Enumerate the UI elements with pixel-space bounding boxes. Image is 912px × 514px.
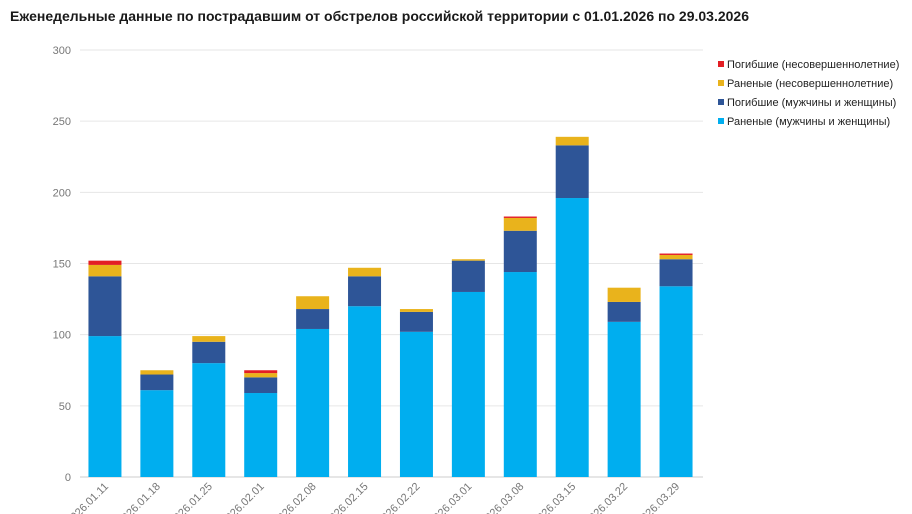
bar-segment	[192, 363, 226, 477]
x-tick-label: 2026.02.08	[271, 481, 318, 514]
x-tick-label: 2026.01.11	[64, 481, 111, 514]
bar-segment	[659, 254, 693, 260]
bar-segment	[244, 377, 278, 394]
bar-segment	[192, 341, 226, 364]
legend-swatch	[718, 61, 724, 67]
bar-segment	[503, 230, 537, 273]
y-tick-label: 200	[53, 187, 71, 199]
bar-segment	[607, 287, 641, 302]
legend-swatch	[718, 80, 724, 86]
bar-segment	[659, 253, 693, 255]
x-tick-label: 2026.02.22	[375, 481, 422, 514]
y-tick-label: 150	[53, 259, 71, 271]
bar-segment	[451, 291, 485, 477]
bar-segment	[88, 260, 122, 265]
bar-segment	[555, 198, 589, 477]
bar-segment	[399, 309, 433, 312]
bar-segment	[659, 259, 693, 287]
x-tick-label: 2026.01.18	[116, 481, 163, 514]
y-axis-ticks: 0 50 100 150 200 250 300	[53, 45, 71, 484]
bar-segment	[140, 374, 174, 391]
bar-segment	[348, 276, 382, 307]
x-tick-label: 2026.01.25	[167, 481, 214, 514]
legend-swatch	[718, 118, 724, 124]
y-tick-label: 300	[53, 45, 71, 57]
bar-segment	[140, 370, 174, 375]
x-tick-label: 2026.02.15	[323, 481, 370, 514]
bar-segment	[244, 373, 278, 378]
x-tick-label: 2026.03.01	[427, 481, 474, 514]
bar-segment	[192, 336, 226, 342]
bar-segment	[296, 328, 330, 477]
legend-label: Раненые (несовершеннолетние)	[727, 78, 893, 90]
bar-segment	[399, 311, 433, 332]
bar-segment	[348, 267, 382, 277]
bar-segment	[348, 306, 382, 477]
legend-label: Погибшие (несовершеннолетние)	[727, 59, 899, 71]
bar-segment	[503, 217, 537, 231]
legend: Погибшие (несовершеннолетние) Раненые (не…	[718, 59, 899, 128]
chart-title: Еженедельные данные по пострадавшим от о…	[10, 8, 749, 24]
bar-segment	[503, 272, 537, 477]
bar-segment	[296, 296, 330, 310]
x-tick-label: 2026.03.08	[479, 481, 526, 514]
bar-segment	[555, 145, 589, 199]
x-tick-label: 2026.02.01	[219, 481, 266, 514]
legend-label: Погибшие (мужчины и женщины)	[727, 97, 896, 109]
bar-segment	[607, 301, 641, 322]
y-tick-label: 250	[53, 116, 71, 128]
gridlines	[80, 49, 703, 478]
y-tick-label: 100	[53, 330, 71, 342]
bar-segment	[296, 309, 330, 329]
bar-segment	[503, 216, 537, 218]
y-tick-label: 0	[65, 472, 71, 484]
bar-segment	[88, 264, 122, 277]
bars	[88, 136, 693, 477]
bar-segment	[607, 321, 641, 477]
bar-segment	[451, 260, 485, 292]
bar-segment	[140, 390, 174, 477]
x-axis-ticks: 2026.01.11 2026.01.18 2026.01.25 2026.02.01…	[64, 481, 682, 514]
bar-segment	[244, 370, 278, 374]
x-tick-label: 2026.03.29	[635, 481, 682, 514]
bar-segment	[659, 286, 693, 477]
bar-segment	[88, 276, 122, 337]
bar-segment	[399, 331, 433, 477]
bar-segment	[244, 393, 278, 477]
bar-segment	[88, 336, 122, 477]
y-tick-label: 50	[59, 401, 71, 413]
x-tick-label: 2026.03.15	[531, 481, 578, 514]
x-tick-label: 2026.03.22	[583, 481, 630, 514]
bar-segment	[451, 259, 485, 261]
bar-segment	[555, 136, 589, 146]
legend-swatch	[718, 99, 724, 105]
legend-label: Раненые (мужчины и женщины)	[727, 116, 890, 128]
